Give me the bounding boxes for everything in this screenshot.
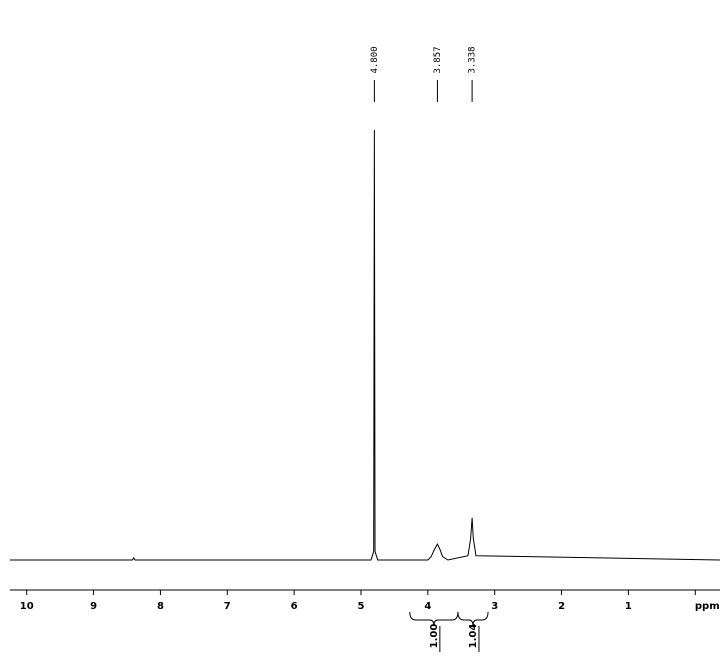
- peak-label: 3.857: [433, 46, 443, 73]
- x-tick-label: 1: [625, 601, 632, 612]
- x-tick-label: 5: [358, 601, 365, 612]
- integral-bracket: [457, 611, 489, 627]
- x-tick-label: 2: [558, 601, 565, 612]
- integral-label: 1.04: [468, 624, 479, 649]
- integral-label: 1.00: [429, 624, 440, 649]
- spectrum-line: [10, 129, 721, 561]
- peak-label: 4.800: [370, 46, 380, 73]
- x-tick-label: 7: [224, 601, 231, 612]
- integral-bracket: [409, 611, 459, 627]
- peak-label: 3.338: [468, 46, 478, 73]
- x-tick-label: 4: [424, 601, 431, 612]
- x-tick-label: 8: [157, 601, 164, 612]
- x-tick-label: 3: [491, 601, 498, 612]
- x-tick-label: 10: [20, 601, 34, 612]
- x-tick-label: 6: [291, 601, 298, 612]
- x-tick-label: ppm: [695, 601, 720, 612]
- x-tick-label: 9: [90, 601, 97, 612]
